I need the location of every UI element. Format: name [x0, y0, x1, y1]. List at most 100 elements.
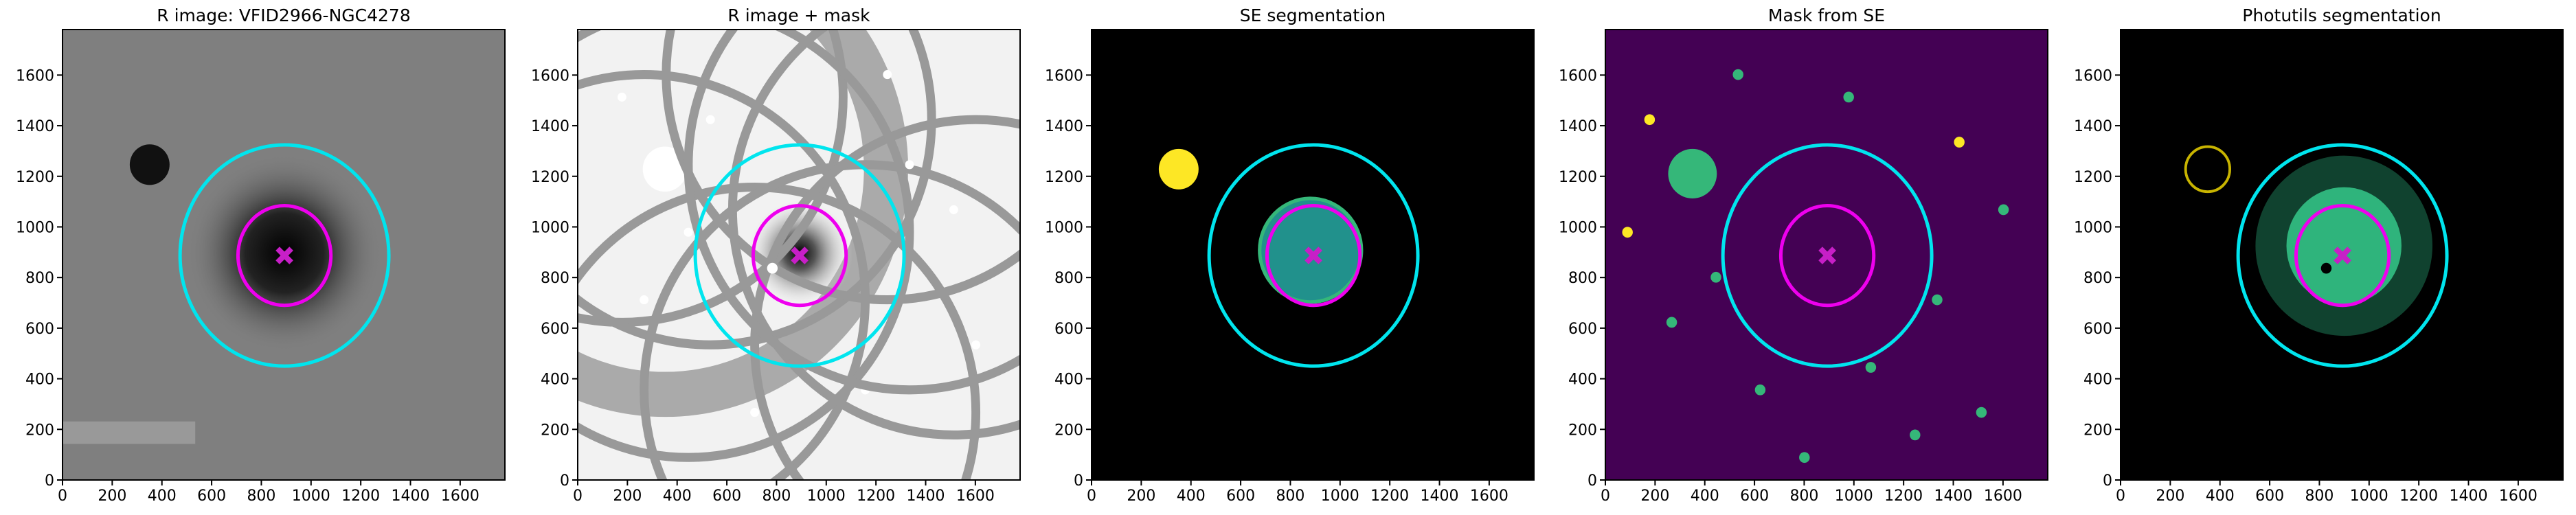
x-tick-label: 1000: [1835, 488, 1873, 505]
x-tick-label: 1400: [392, 488, 430, 505]
mask-star: [767, 262, 778, 274]
image-texture: [1622, 69, 2009, 464]
mask-dot: [1732, 69, 1743, 80]
mask-dot: [578, 70, 870, 480]
y-tick-label: 1200: [1559, 169, 1597, 186]
blob: [129, 144, 170, 185]
y-tick-label: 600: [25, 321, 54, 338]
y-tick-label: 400: [1054, 371, 1083, 389]
x-tick-label: 1200: [857, 488, 895, 505]
mask-dot: [683, 30, 1020, 395]
image-content: [578, 30, 1020, 480]
y-tick-label: 1000: [1559, 219, 1597, 236]
x-tick-label: 1000: [1321, 488, 1359, 505]
y-tick-label: 1600: [531, 67, 569, 84]
y-tick-label: 800: [2083, 270, 2112, 287]
y-tick-label: 1000: [16, 219, 54, 236]
center-marker: [275, 247, 293, 264]
seg-star: [2320, 262, 2332, 274]
y-tick-label: 400: [1568, 371, 1597, 389]
mask-dot: [578, 30, 848, 327]
x-tick-label: 1600: [2499, 488, 2538, 505]
x-tick-label: 1000: [807, 488, 846, 505]
x-tick-label: 600: [197, 488, 226, 505]
mask-star: [1668, 148, 1717, 198]
x-tick-label: 600: [1740, 488, 1769, 505]
y-tick-label: 1000: [531, 219, 569, 236]
mask-dot: [578, 30, 914, 462]
y-tick-label: 1200: [531, 169, 569, 186]
x-tick-label: 1600: [1470, 488, 1509, 505]
mask-dot: [578, 30, 936, 350]
x-tick-label: 1400: [1934, 488, 1973, 505]
artifact: [63, 421, 196, 444]
aperture-ellipse: [1207, 143, 1420, 368]
y-tick-label: 1400: [1045, 118, 1083, 135]
axes-frame: [1605, 29, 2048, 481]
mask-dot: [662, 30, 1020, 305]
x-tick-label: 800: [1789, 488, 1818, 505]
x-tick-label: 600: [1226, 488, 1255, 505]
y-tick-label: 1200: [2074, 169, 2112, 186]
x-tick-label: 400: [1177, 488, 1206, 505]
y-tick-label: 1600: [1559, 67, 1597, 84]
x-tick-label: 400: [663, 488, 692, 505]
x-tick-label: 400: [148, 488, 177, 505]
seg-star: [1158, 148, 1199, 190]
mask-dot: [1799, 452, 1810, 464]
x-tick-label: 200: [613, 488, 642, 505]
mask-dot: [1998, 204, 2009, 216]
y-tick-label: 1400: [531, 118, 569, 135]
x-tick-label: 1400: [2450, 488, 2488, 505]
x-tick-label: 200: [1127, 488, 1155, 505]
center-marker: [1818, 247, 1836, 264]
panel-title: R image: VFID2966-NGC4278: [157, 5, 410, 25]
x-tick-label: 400: [1691, 488, 1719, 505]
x-tick-label: 1400: [907, 488, 945, 505]
x-tick-label: 400: [2206, 488, 2235, 505]
aperture-ellipse: [1721, 143, 1934, 368]
aperture-ellipse: [751, 204, 848, 308]
y-tick-label: 600: [1568, 321, 1597, 338]
y-tick-label: 0: [2103, 472, 2112, 490]
aperture-ellipse: [1778, 204, 1876, 308]
y-tick-label: 400: [541, 371, 569, 389]
aperture-ellipse: [178, 143, 391, 368]
mask-dot: [1754, 384, 1766, 396]
axes-frame: [62, 29, 506, 481]
y-tick-label: 1000: [2074, 219, 2112, 236]
y-tick-label: 400: [2083, 371, 2112, 389]
mask-dot: [1710, 271, 1721, 283]
y-tick-label: 1600: [2074, 67, 2112, 84]
x-tick-label: 0: [1087, 488, 1096, 505]
mask-dot: [1910, 429, 1921, 441]
y-tick-label: 200: [541, 422, 569, 439]
x-tick-label: 200: [2156, 488, 2184, 505]
y-tick-label: 1600: [16, 67, 54, 84]
x-tick-label: 1200: [1884, 488, 1923, 505]
x-tick-label: 1200: [2399, 488, 2438, 505]
y-tick-label: 1400: [2074, 118, 2112, 135]
y-tick-label: 200: [25, 422, 54, 439]
x-tick-label: 1200: [341, 488, 380, 505]
y-tick-label: 1200: [1045, 169, 1083, 186]
x-tick-label: 1600: [1984, 488, 2022, 505]
image-content: [2184, 143, 2449, 368]
y-tick-label: 0: [1074, 472, 1083, 490]
aperture-ellipse: [236, 204, 333, 308]
axes-frame: [577, 29, 1021, 481]
aperture-ellipse: [693, 143, 906, 368]
axes-frame: [1091, 29, 1535, 481]
x-tick-label: 1400: [1421, 488, 1459, 505]
x-tick-label: 1600: [956, 488, 995, 505]
x-tick-label: 0: [573, 488, 583, 505]
y-tick-label: 0: [45, 472, 54, 490]
x-tick-label: 0: [2116, 488, 2125, 505]
image-content: [1622, 69, 2009, 464]
mask-dot: [1666, 317, 1677, 328]
y-tick-label: 600: [2083, 321, 2112, 338]
y-tick-label: 1400: [16, 118, 54, 135]
y-tick-label: 200: [1054, 422, 1083, 439]
panel-title: Mask from SE: [1768, 5, 1885, 25]
